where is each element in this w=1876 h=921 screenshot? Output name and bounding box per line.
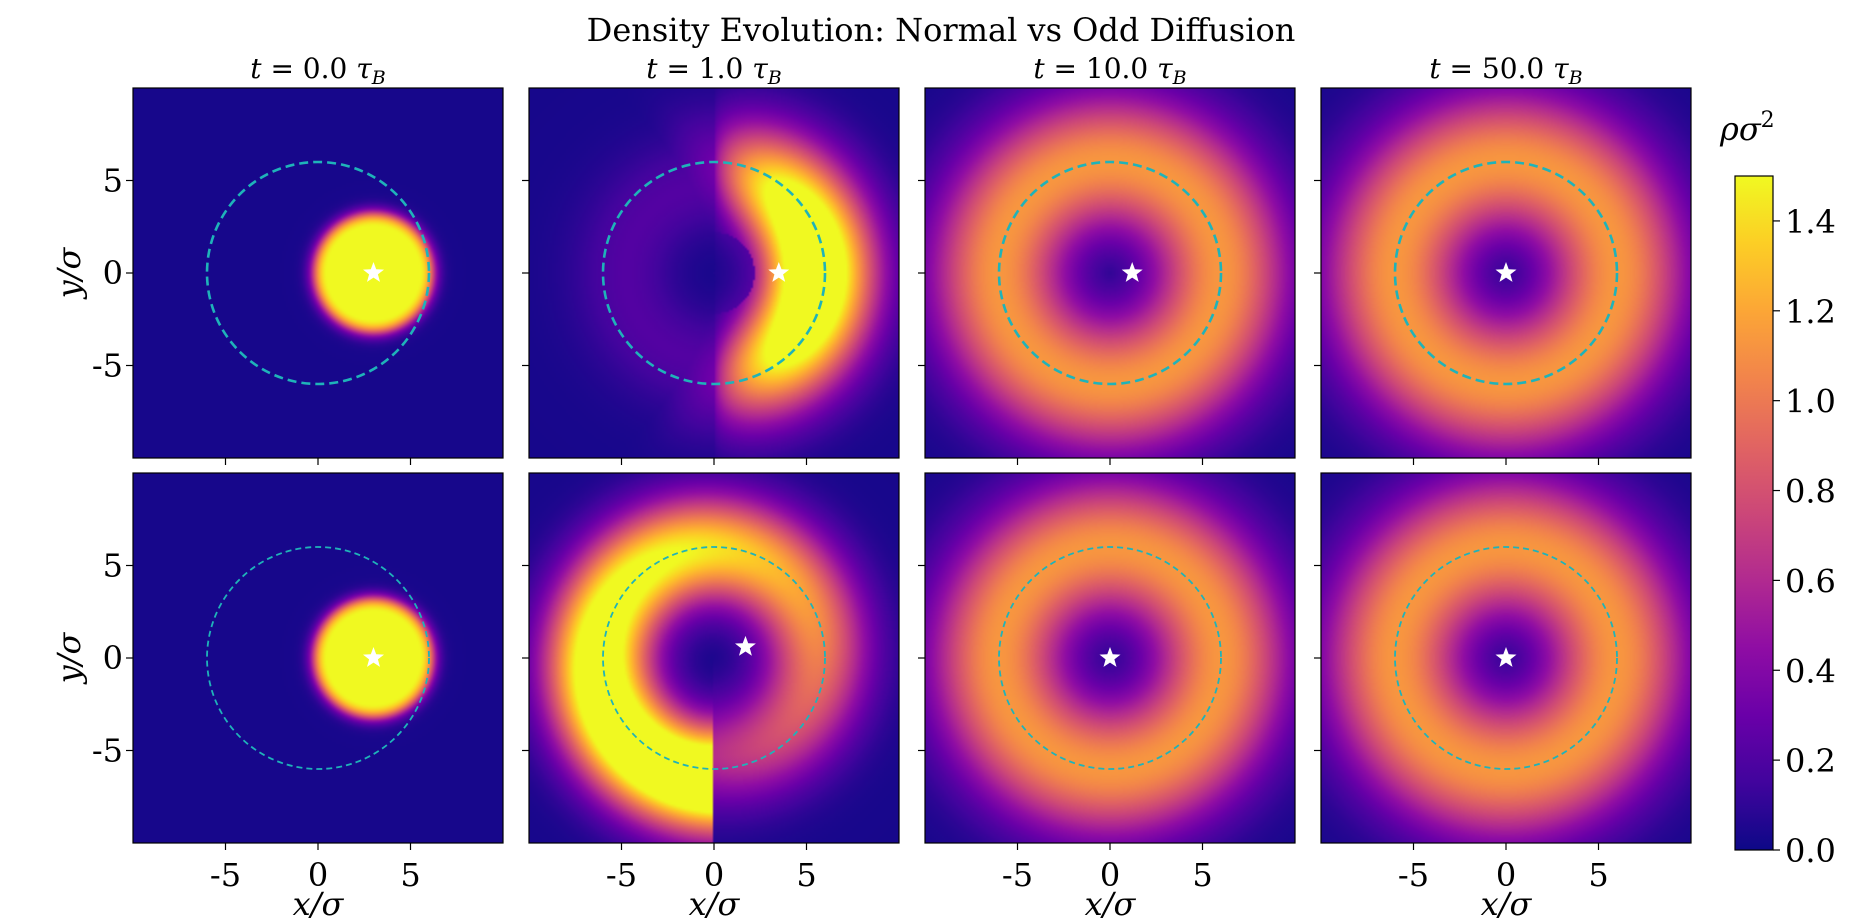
center-of-mass-star (735, 635, 756, 656)
x-axis-label: x/σ (293, 885, 345, 921)
heatmap-panel-r2-c3 (918, 472, 1296, 850)
x-tick-label: 0 (1496, 856, 1516, 894)
center-of-mass-star (363, 262, 384, 282)
reference-circle (601, 160, 827, 386)
x-tick-label: -5 (1002, 856, 1033, 894)
reference-circle (206, 546, 430, 770)
density-image (925, 88, 1295, 458)
y-tick-label: 5 (103, 162, 123, 200)
reference-circle (602, 546, 826, 770)
x-tick-label: 0 (704, 856, 724, 894)
colorbar-gradient (1734, 175, 1774, 851)
heatmap-panel-r1-c2: t = 1.0 τB (522, 52, 900, 465)
heatmap-panel-r1-c1: t = 0.0 τB (126, 52, 504, 465)
colorbar-tick-label: 0.0 (1785, 832, 1836, 870)
heatmap-panel-r2-c1 (126, 472, 504, 850)
x-axis-label: x/σ (1085, 885, 1137, 921)
reference-circle (1393, 160, 1619, 386)
column-title-4: t = 50.0 τB (1429, 52, 1582, 89)
density-image (529, 88, 899, 458)
center-of-mass-star (1099, 647, 1121, 667)
x-tick-label: 0 (308, 856, 328, 894)
y-tick-label: -5 (92, 732, 123, 770)
center-of-mass-star (1121, 262, 1143, 282)
x-axis-label: x/σ (1481, 885, 1533, 921)
reference-circle (998, 546, 1222, 770)
colorbar-tick-label: 0.6 (1785, 562, 1836, 600)
reference-circle (205, 160, 431, 386)
center-of-mass-star (1495, 262, 1517, 282)
x-tick-label: 5 (1192, 856, 1212, 894)
y-tick-label: -5 (92, 347, 123, 385)
y-tick-label: 0 (103, 254, 123, 292)
column-title-1: t = 0.0 τB (250, 52, 385, 89)
x-tick-label: 5 (400, 856, 420, 894)
center-of-mass-star (363, 647, 384, 667)
heatmap-panel-r1-c4: t = 50.0 τB (1314, 52, 1692, 465)
y-tick-label: 5 (103, 547, 123, 585)
center-of-mass-star (768, 262, 790, 282)
y-tick-label: 0 (103, 639, 123, 677)
colorbar: ρσ2 0.0 0.2 0.4 0.6 0.8 1.0 1.2 1.4 (1719, 108, 1836, 870)
x-tick-label: 0 (1100, 856, 1120, 894)
colorbar-tick-label: 1.4 (1785, 203, 1836, 241)
density-image (529, 473, 899, 843)
density-image (133, 88, 503, 458)
heatmap-panel-r2-c2 (522, 472, 900, 850)
colorbar-tick-label: 1.2 (1785, 293, 1836, 331)
colorbar-tick-label: 0.2 (1785, 742, 1836, 780)
chart-title: Density Evolution: Normal vs Odd Diffusi… (587, 11, 1296, 49)
column-title-3: t = 10.0 τB (1033, 52, 1186, 89)
colorbar-label: ρσ2 (1719, 108, 1775, 148)
x-tick-label: 5 (796, 856, 816, 894)
heatmap-panel-r2-c4 (1314, 472, 1692, 850)
x-tick-label: -5 (606, 856, 637, 894)
y-axis-label: y/σ (50, 246, 88, 300)
center-of-mass-star (1495, 647, 1517, 667)
reference-circle (1394, 546, 1618, 770)
colorbar-tick-label: 1.0 (1785, 383, 1836, 421)
x-tick-label: -5 (210, 856, 241, 894)
colorbar-tick-label: 0.8 (1785, 473, 1836, 511)
y-axis-label: y/σ (50, 631, 88, 685)
heatmap-panel-r1-c3: t = 10.0 τB (918, 52, 1296, 465)
column-title-2: t = 1.0 τB (646, 52, 781, 89)
x-tick-label: -5 (1398, 856, 1429, 894)
colorbar-tick-label: 0.4 (1785, 652, 1836, 690)
density-image (133, 473, 503, 843)
x-axis-label: x/σ (689, 885, 741, 921)
x-tick-label: 5 (1588, 856, 1608, 894)
reference-circle (997, 160, 1223, 386)
